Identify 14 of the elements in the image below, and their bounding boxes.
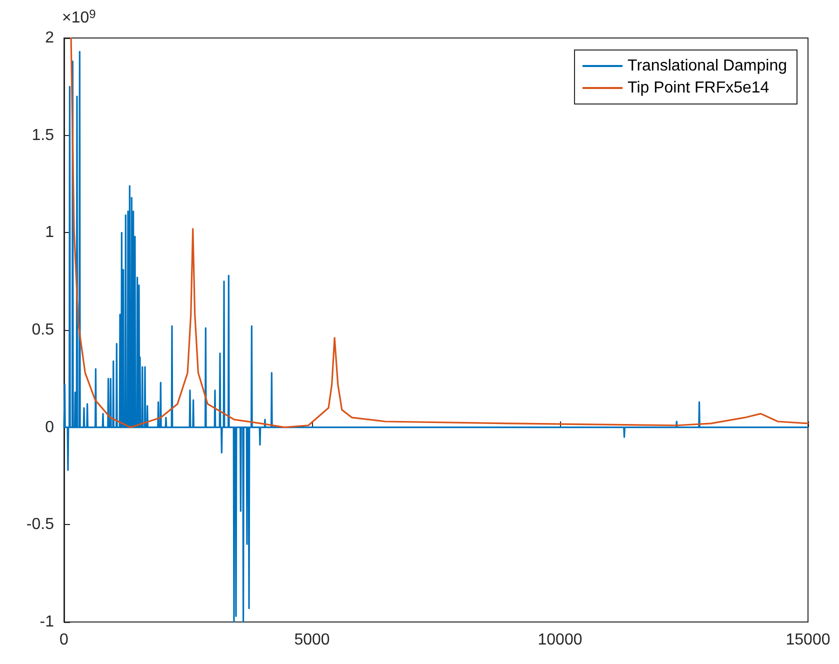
y-tick-label: 0 [45,418,54,436]
line-series [70,37,809,428]
legend-label: Translational Damping [628,58,787,74]
x-tick-label: 5000 [294,632,330,648]
y-tick-label: 2 [45,30,54,46]
y-tick-label: 1 [45,224,54,242]
x-tick-label: 0 [60,632,69,648]
legend-label: Tip Point FRFx5e14 [628,80,770,96]
y-tick-label: 1.5 [32,126,54,144]
y-tick-label: 0.5 [32,322,54,338]
y-tick-label: -0.5 [26,516,54,534]
y-tick-label: -1 [40,614,54,630]
x-tick-label: 10000 [538,632,582,648]
x-tick-label: 15000 [786,632,830,648]
